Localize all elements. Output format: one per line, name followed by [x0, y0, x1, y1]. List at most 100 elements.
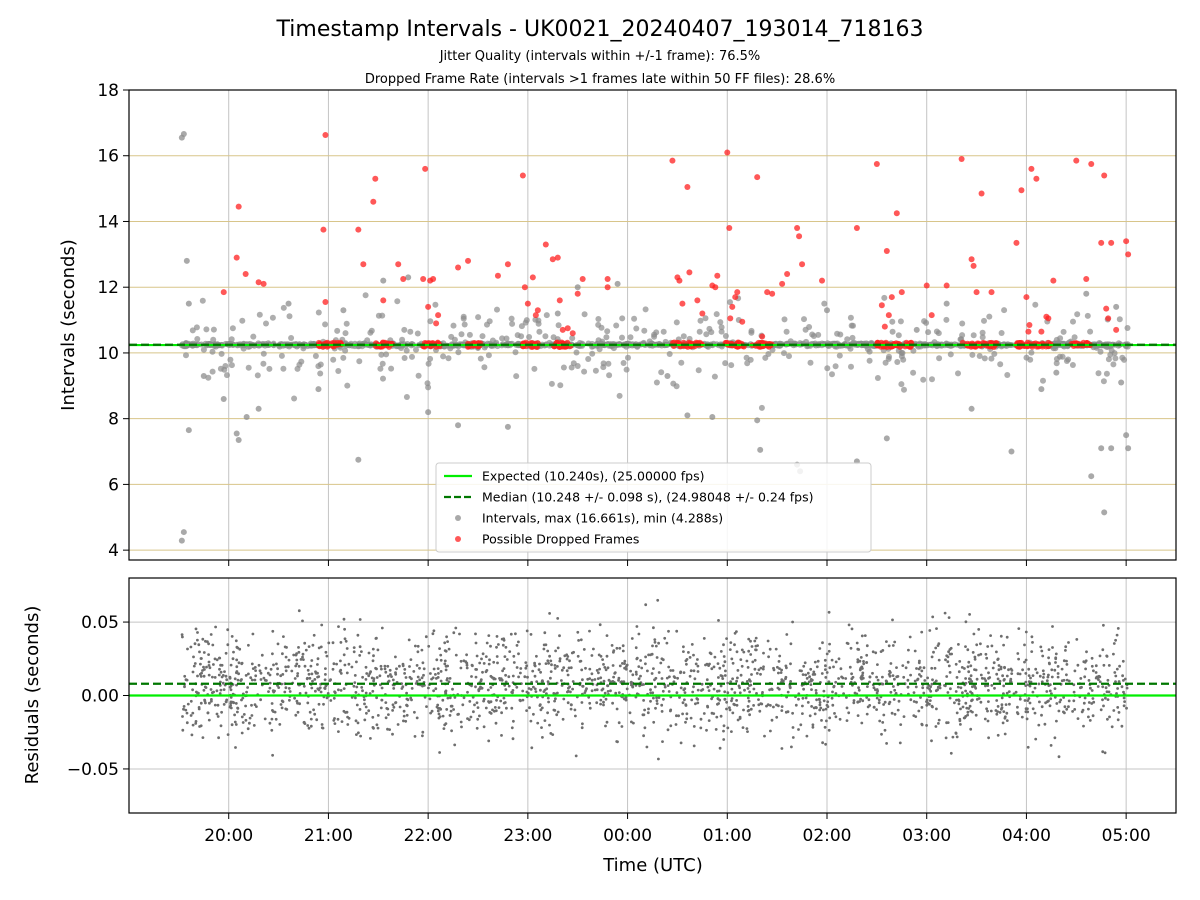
- residual-point: [285, 708, 289, 711]
- interval-point: [394, 298, 401, 305]
- residual-point: [958, 719, 962, 723]
- residual-point: [657, 671, 661, 674]
- legend-label: Intervals, max (16.661s), min (4.288s): [482, 511, 723, 526]
- residual-point: [708, 662, 711, 666]
- x-tick-label: 05:00: [1102, 826, 1151, 846]
- residual-point: [963, 667, 966, 670]
- interval-point: [458, 331, 465, 338]
- residual-point: [1042, 676, 1045, 679]
- interval-point: [399, 336, 406, 343]
- interval-point: [623, 366, 630, 373]
- residual-point: [710, 667, 714, 671]
- residual-point: [288, 690, 292, 693]
- interval-point: [837, 331, 844, 338]
- residual-point: [767, 655, 770, 659]
- residual-point: [1122, 704, 1126, 708]
- interval-point: [227, 356, 234, 363]
- residual-point: [521, 689, 525, 693]
- interval-point: [560, 364, 567, 371]
- residual-point: [937, 658, 941, 662]
- intervals-y-tick-label: 18: [97, 81, 119, 101]
- residual-point: [302, 720, 306, 724]
- interval-point: [312, 353, 319, 359]
- interval-point: [1060, 328, 1067, 335]
- residual-point: [523, 675, 527, 679]
- residual-point: [207, 642, 211, 646]
- residual-point: [722, 738, 726, 741]
- residual-point: [775, 715, 779, 719]
- residual-point: [365, 672, 369, 675]
- interval-point: [1083, 290, 1090, 297]
- residual-point: [568, 659, 571, 663]
- residual-point: [515, 644, 519, 647]
- residual-point: [225, 678, 229, 682]
- residual-point: [798, 669, 802, 672]
- interval-point: [807, 359, 814, 366]
- residual-point: [860, 675, 863, 678]
- residual-point: [237, 672, 241, 676]
- residual-point: [241, 696, 245, 700]
- residual-point: [986, 709, 989, 713]
- residual-point: [391, 678, 395, 682]
- residual-point: [688, 656, 692, 659]
- legend-dropped-swatch: [455, 536, 461, 542]
- dropped-frame-point: [260, 280, 267, 287]
- interval-point: [762, 354, 769, 361]
- residual-point: [380, 698, 384, 702]
- residual-point: [226, 643, 230, 647]
- residual-point: [380, 667, 383, 671]
- residual-point: [371, 647, 375, 651]
- interval-point: [503, 335, 510, 342]
- residual-point: [410, 698, 413, 702]
- residual-point: [521, 698, 525, 702]
- residual-point: [925, 703, 929, 707]
- residual-point: [494, 709, 498, 713]
- residual-point: [597, 653, 601, 657]
- interval-point: [1027, 356, 1034, 363]
- residual-point: [1107, 690, 1111, 694]
- residual-point: [859, 697, 862, 701]
- dropped-frame-point: [853, 225, 860, 232]
- dropped-frame-point: [549, 256, 556, 263]
- residual-point: [316, 657, 320, 661]
- residual-point: [355, 660, 358, 664]
- interval-point: [300, 345, 307, 352]
- residual-point: [472, 710, 475, 714]
- residual-point: [715, 715, 719, 719]
- residual-point: [622, 680, 626, 684]
- residual-point: [685, 717, 689, 721]
- interval-point: [224, 372, 230, 379]
- interval-point: [722, 333, 729, 339]
- dropped-frame-point: [235, 203, 242, 210]
- residual-point: [226, 628, 230, 632]
- residual-point: [270, 702, 274, 705]
- residual-point: [871, 671, 874, 675]
- residual-point: [1116, 706, 1120, 709]
- residual-point: [207, 664, 211, 667]
- residual-point: [342, 709, 346, 713]
- residual-point: [315, 718, 319, 722]
- residual-point: [504, 680, 508, 684]
- interval-point: [189, 327, 196, 334]
- residual-point: [216, 703, 220, 707]
- dropped-frame-point: [686, 269, 693, 276]
- residual-point: [597, 671, 600, 675]
- residual-point: [499, 699, 503, 703]
- residual-point: [950, 652, 953, 656]
- interval-point: [200, 372, 207, 379]
- residual-point: [614, 691, 618, 695]
- residual-point: [421, 661, 425, 665]
- residual-point: [776, 686, 780, 690]
- residual-point: [301, 652, 305, 656]
- residual-point: [228, 676, 232, 680]
- residual-point: [202, 651, 206, 654]
- residual-point: [1033, 686, 1037, 690]
- residual-point: [474, 641, 478, 645]
- residual-point: [354, 719, 358, 723]
- residual-point: [1030, 650, 1034, 653]
- residual-point: [446, 677, 449, 680]
- residual-point: [621, 649, 625, 653]
- interval-point: [460, 313, 467, 320]
- intervals-y-tick-label: 10: [97, 344, 119, 364]
- residual-point: [892, 698, 896, 701]
